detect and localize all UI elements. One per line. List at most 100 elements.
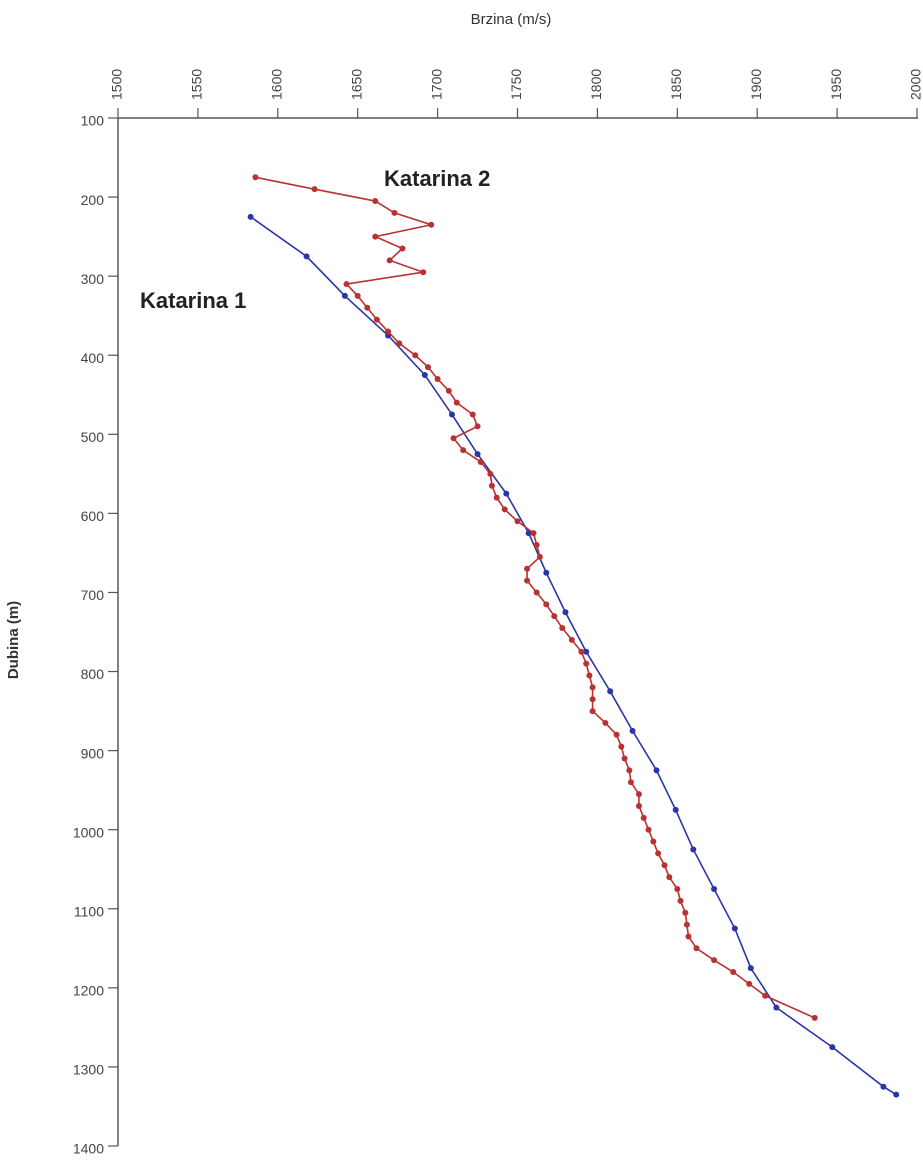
series-line	[255, 176, 816, 1019]
data-point	[303, 253, 310, 260]
data-point	[607, 688, 614, 695]
data-point	[731, 925, 738, 932]
data-point	[386, 257, 393, 264]
data-point	[396, 340, 403, 347]
data-point	[514, 518, 521, 525]
data-point	[450, 435, 457, 442]
data-point	[252, 174, 259, 181]
data-point	[364, 304, 371, 311]
x-tick-label: 1650	[348, 69, 364, 100]
data-point	[880, 1083, 887, 1090]
y-tick-label: 500	[81, 429, 105, 445]
data-point	[343, 281, 350, 288]
data-point	[672, 806, 679, 813]
data-point	[530, 530, 537, 537]
data-point	[453, 399, 460, 406]
data-point	[487, 470, 494, 477]
data-point	[488, 482, 495, 489]
data-point	[640, 814, 647, 821]
x-axis-title: Brzina (m/s)	[471, 11, 552, 28]
x-tick-label: 1850	[668, 69, 684, 100]
series-label: Katarina 2	[384, 166, 490, 191]
x-tick-label: 1900	[748, 69, 764, 100]
data-point	[613, 731, 620, 738]
data-point	[773, 1004, 780, 1011]
y-tick-label: 1100	[74, 903, 104, 919]
data-point	[762, 992, 769, 999]
data-point	[420, 269, 427, 276]
data-point	[661, 862, 668, 869]
x-tick-label: 1700	[428, 69, 444, 100]
y-tick-label: 1200	[73, 983, 104, 999]
data-point	[730, 969, 737, 976]
data-point	[341, 292, 348, 299]
data-point	[399, 245, 406, 252]
y-tick-label: 1300	[73, 1062, 104, 1078]
data-point	[583, 660, 590, 667]
data-point	[811, 1014, 818, 1021]
data-point	[503, 490, 510, 497]
data-point	[562, 609, 569, 616]
data-point	[747, 965, 754, 972]
data-point	[448, 411, 455, 418]
y-axis-title: Dubina (m)	[5, 601, 22, 679]
data-point	[536, 553, 543, 560]
data-point	[602, 719, 609, 726]
x-tick-label: 1750	[508, 69, 524, 100]
data-point	[477, 458, 484, 465]
data-point	[629, 727, 636, 734]
data-point	[829, 1044, 836, 1051]
data-point	[627, 779, 634, 786]
data-point	[578, 648, 585, 655]
data-point	[683, 921, 690, 928]
data-point	[460, 447, 467, 454]
data-point	[421, 372, 428, 378]
data-point	[428, 221, 435, 228]
series-line	[250, 216, 897, 1096]
x-tick-label: 1800	[588, 69, 604, 100]
y-tick-label: 1400	[73, 1141, 104, 1157]
data-point	[677, 897, 684, 904]
data-point	[501, 506, 508, 513]
data-point	[682, 909, 689, 916]
y-tick-label: 700	[81, 587, 105, 603]
data-point	[391, 209, 398, 216]
data-point	[653, 767, 660, 774]
data-point	[412, 352, 419, 359]
data-point	[568, 636, 575, 643]
y-tick-label: 200	[81, 192, 105, 208]
data-point	[385, 328, 392, 335]
data-point	[693, 945, 700, 952]
series-label: Katarina 1	[140, 288, 246, 313]
data-point	[655, 850, 662, 857]
data-point	[559, 625, 566, 632]
x-tick-label: 1950	[828, 69, 844, 100]
data-point	[711, 886, 718, 892]
data-point	[551, 613, 558, 620]
data-point	[311, 186, 318, 193]
y-tick-label: 800	[81, 666, 105, 682]
data-point	[893, 1091, 900, 1098]
data-point	[372, 233, 379, 240]
data-point	[650, 838, 657, 845]
y-tick-label: 100	[81, 113, 105, 129]
y-tick-label: 300	[81, 271, 105, 287]
data-point	[354, 292, 361, 299]
y-tick-label: 900	[81, 745, 105, 761]
data-point	[711, 957, 718, 964]
data-point	[524, 577, 531, 584]
data-point	[372, 198, 379, 205]
data-point	[674, 886, 681, 892]
data-point	[493, 494, 500, 501]
data-point	[586, 672, 593, 679]
x-tick-label: 1500	[109, 69, 125, 100]
data-point	[434, 375, 441, 382]
data-point	[543, 601, 550, 608]
data-point	[533, 542, 540, 549]
data-point	[425, 364, 432, 371]
data-point	[589, 708, 596, 715]
data-point	[626, 767, 633, 774]
